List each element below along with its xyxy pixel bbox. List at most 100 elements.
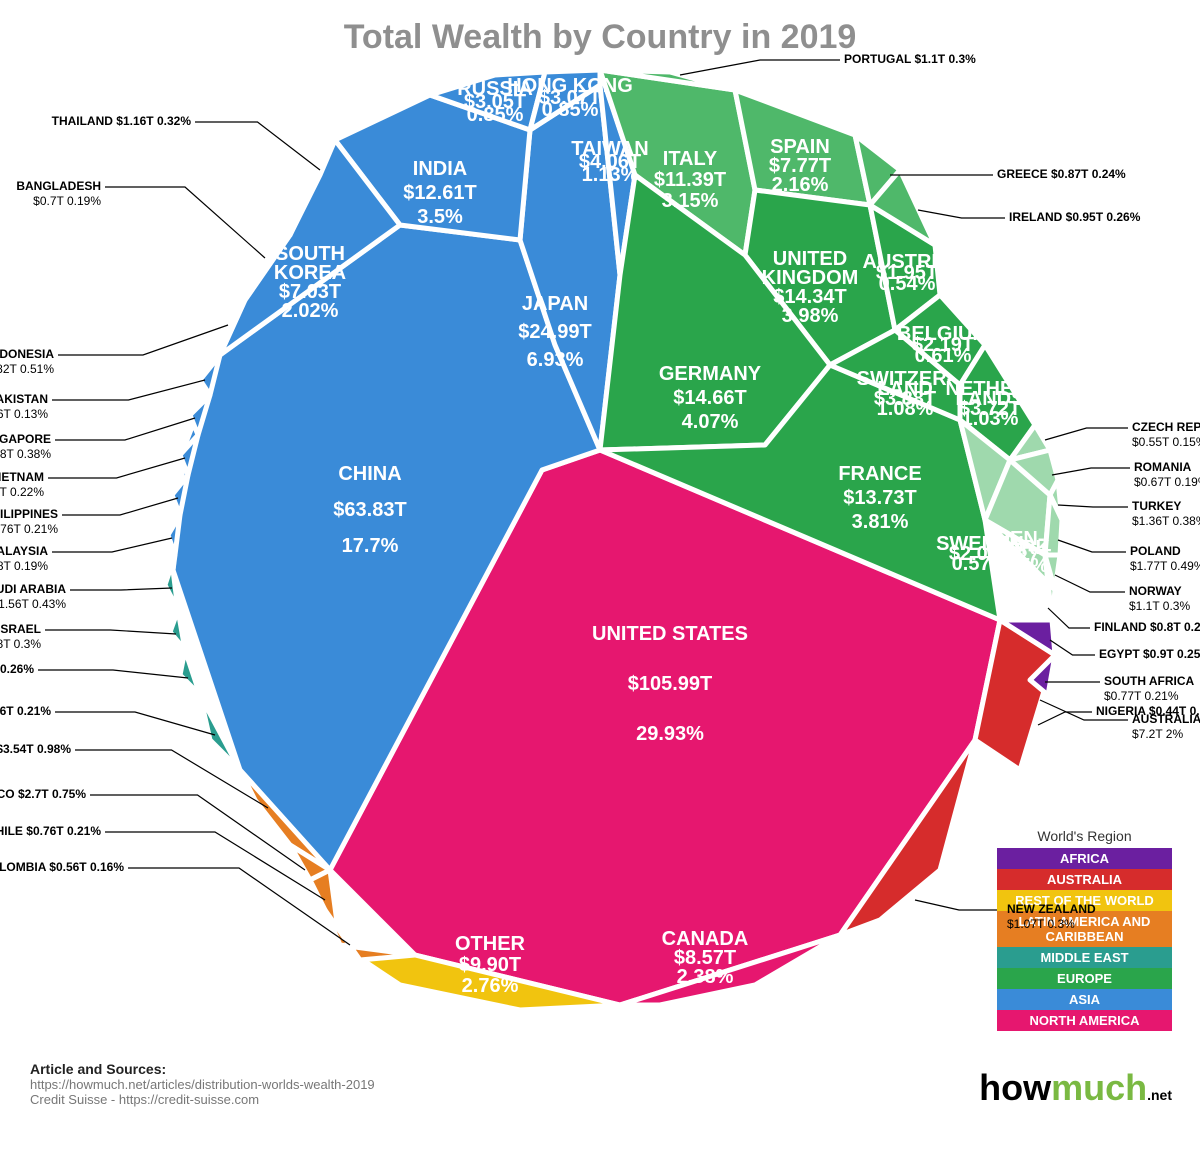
leader-czech [1045,428,1128,440]
callout-safrica: SOUTH AFRICA$0.77T 0.21% [1104,674,1194,704]
legend-row: NORTH AMERICA [997,1010,1172,1031]
callout-malaysia: MALAYSIA$0.68T 0.19% [0,544,48,574]
label-skorea: SOUTHKOREA$7.03T2.02% [274,243,346,322]
svg-text:1.13%: 1.13% [582,164,639,186]
svg-text:$63.83T: $63.83T [333,499,406,521]
svg-text:1.08%: 1.08% [877,398,934,420]
leader-israel [45,630,176,634]
svg-text:2.16%: 2.16% [772,174,829,196]
callout-uae: UAE $0.92T 0.26% [0,662,34,677]
callout-greece: GREECE $0.87T 0.24% [997,167,1126,182]
svg-text:1.03%: 1.03% [962,408,1019,430]
callout-chile: CHILE $0.76T 0.21% [0,824,101,839]
svg-text:FRANCE: FRANCE [838,463,921,485]
howmuch-logo: howmuch.net [979,1067,1172,1109]
callout-nz: NEW ZEALAND$1.07T 0.3% [1007,902,1096,932]
callout-portugal: PORTUGAL $1.1T 0.3% [844,52,976,67]
leader-singapore [55,418,195,440]
svg-text:0.61%: 0.61% [915,345,972,367]
leader-saudi [70,588,172,590]
svg-text:$11.39T: $11.39T [654,169,726,191]
callout-turkey: TURKEY$1.36T 0.38% [1132,499,1200,529]
callout-indonesia: INDONESIA$1.82T 0.51% [0,347,54,377]
label-other: OTHER$9.90T2.76% [455,933,526,997]
label-italy: ITALY$11.39T3.15% [654,148,726,212]
callout-iran: IRAN $0.76T 0.21% [0,704,51,719]
svg-text:$12.61T: $12.61T [403,182,476,204]
label-denmark: DEN-MARK$1.27T0.35% [989,528,1051,577]
label-taiwan: TAIWAN$4.06T1.13% [571,138,648,186]
svg-text:GERMANY: GERMANY [659,363,762,385]
leader-philippines [62,498,178,515]
leader-portugal [680,60,840,75]
svg-text:0.85%: 0.85% [467,104,524,126]
leader-thailand [195,122,320,170]
leader-uae [38,670,188,678]
legend-row: AFRICA [997,848,1172,869]
callout-poland: POLAND$1.77T 0.49% [1130,544,1200,574]
svg-text:17.7%: 17.7% [342,535,399,557]
sources-line-1: https://howmuch.net/articles/distributio… [30,1077,375,1092]
svg-text:UNITED STATES: UNITED STATES [592,623,748,645]
callout-czech: CZECH REPUBLIC$0.55T 0.15% [1132,420,1200,450]
leader-turkey [1058,505,1128,507]
label-japan: JAPAN$24.99T6.93% [518,293,591,371]
legend-row: AUSTRALIA [997,869,1172,890]
callout-romania: ROMANIA$0.67T 0.19% [1134,460,1200,490]
svg-text:29.93%: 29.93% [636,723,704,745]
callout-vietnam: VIETNAM$0.8T 0.22% [0,470,44,500]
callout-nigeria: NIGERIA $0.44T 0.12% [1096,704,1200,719]
svg-text:3.5%: 3.5% [417,206,463,228]
svg-text:CHINA: CHINA [338,463,401,485]
svg-text:0.85%: 0.85% [542,99,599,121]
leader-romania [1052,468,1130,475]
callout-philippines: PHILIPPINES$0.76T 0.21% [0,507,58,537]
svg-text:3.98%: 3.98% [782,305,839,327]
leader-iran [55,712,215,735]
svg-text:2.02%: 2.02% [282,300,339,322]
callout-pakistan: PAKISTAN$0.46T 0.13% [0,392,48,422]
svg-text:ITALY: ITALY [663,148,718,170]
callout-ireland: IRELAND $0.95T 0.26% [1009,210,1140,225]
svg-text:$105.99T: $105.99T [628,673,713,695]
callout-norway: NORWAY$1.1T 0.3% [1129,584,1190,614]
callout-brazil: BRAZIL $3.54T 0.98% [0,742,71,757]
leader-norway [1055,575,1125,592]
leader-ireland [918,210,1005,218]
sources-line-2: Credit Suisse - https://credit-suisse.co… [30,1092,259,1107]
legend-row: MIDDLE EAST [997,947,1172,968]
leader-vietnam [48,458,185,478]
svg-text:6.93%: 6.93% [527,349,584,371]
legend-title: World's Region [997,828,1172,844]
callout-israel: ISRAEL$1.08T 0.3% [0,622,41,652]
label-spain: SPAIN$7.77T2.16% [769,136,831,196]
svg-text:JAPAN: JAPAN [522,293,588,315]
label-china: CHINA $63.83T 17.7% [333,463,406,557]
callout-egypt: EGYPT $0.9T 0.25% [1099,647,1200,662]
svg-text:2.38%: 2.38% [677,966,734,988]
callout-colombia: COLOMBIA $0.56T 0.16% [0,860,124,875]
svg-text:OTHER: OTHER [455,933,526,955]
sources-heading: Article and Sources: [30,1061,166,1077]
svg-text:0.35%: 0.35% [992,555,1049,577]
sources-block: Article and Sources: https://howmuch.net… [30,1061,375,1107]
svg-text:INDIA: INDIA [413,158,467,180]
svg-text:$9.90T: $9.90T [459,954,521,976]
leader-bangladesh [105,187,265,258]
cell-malaysia [168,515,180,555]
leader-pakistan [52,380,205,400]
svg-text:$14.66T: $14.66T [673,387,746,409]
cell-israel [170,610,185,650]
svg-text:$13.73T: $13.73T [843,487,916,509]
leader-nz [915,900,1003,910]
leader-poland [1058,540,1126,552]
svg-text:0.54%: 0.54% [879,273,936,295]
callout-thailand: THAILAND $1.16T 0.32% [52,114,191,129]
leader-malaysia [52,538,172,552]
svg-text:2.76%: 2.76% [462,975,519,997]
svg-text:3.81%: 3.81% [852,511,909,533]
legend-row: EUROPE [997,968,1172,989]
leader-indonesia [58,325,228,355]
legend-row: ASIA [997,989,1172,1010]
svg-text:3.15%: 3.15% [662,190,719,212]
